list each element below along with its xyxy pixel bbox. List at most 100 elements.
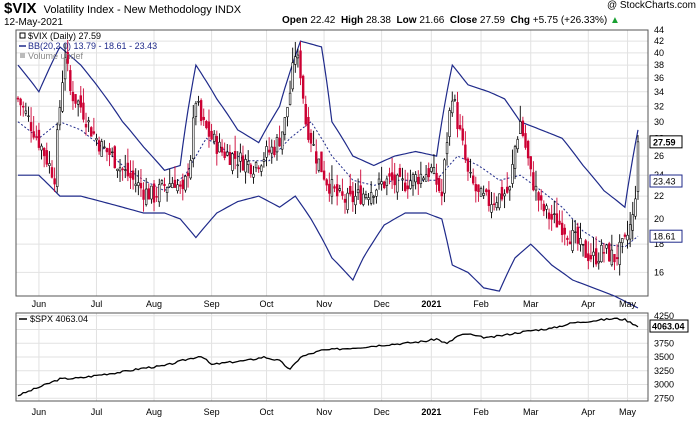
candle-body bbox=[356, 189, 360, 194]
candle-body bbox=[623, 234, 627, 237]
candle-body bbox=[299, 50, 302, 79]
candle-body bbox=[239, 152, 242, 162]
x-tick-label: 2021 bbox=[421, 407, 441, 417]
candle-body bbox=[594, 248, 598, 265]
candle-body bbox=[500, 186, 504, 200]
candle-body bbox=[419, 173, 423, 184]
candle-body bbox=[626, 234, 629, 241]
candle-body bbox=[24, 110, 28, 114]
candle-body bbox=[171, 183, 174, 189]
change-value: +5.75 (+26.33%) bbox=[532, 15, 608, 26]
candle-body bbox=[58, 107, 62, 126]
candle-body bbox=[294, 56, 297, 65]
y-tick-label: 2750 bbox=[654, 393, 674, 403]
candle-body bbox=[398, 167, 402, 177]
legend-label: $VIX (Daily) 27.59 bbox=[28, 31, 101, 41]
candle-body bbox=[226, 151, 229, 156]
candle-body bbox=[448, 110, 451, 137]
candle-body bbox=[367, 197, 370, 200]
candle-body bbox=[477, 184, 480, 192]
candle-body bbox=[29, 122, 33, 132]
x-tick-label: Aug bbox=[146, 299, 162, 309]
candle-body bbox=[330, 179, 334, 197]
candle-body bbox=[574, 231, 577, 233]
candle-body bbox=[555, 213, 559, 228]
bb-lower-line bbox=[18, 174, 639, 309]
candle-body bbox=[335, 184, 339, 197]
candle-body bbox=[610, 249, 614, 266]
candle-body bbox=[48, 163, 51, 166]
candle-body bbox=[505, 186, 509, 193]
candle-body bbox=[526, 140, 530, 159]
candle-body bbox=[165, 187, 169, 193]
candle-body bbox=[349, 185, 352, 195]
candle-body bbox=[19, 98, 22, 106]
candle-body bbox=[103, 146, 106, 148]
candle-body bbox=[587, 253, 590, 262]
candle-body bbox=[351, 190, 355, 203]
candle-body bbox=[69, 70, 72, 92]
candle-body bbox=[618, 241, 621, 265]
candle-body bbox=[443, 159, 446, 194]
candle-body bbox=[576, 226, 580, 244]
candle-body bbox=[307, 117, 310, 140]
candle-body bbox=[417, 176, 420, 185]
candle-body bbox=[142, 189, 145, 200]
candle-body bbox=[53, 178, 56, 185]
candle-body bbox=[414, 174, 417, 183]
candle-body bbox=[482, 193, 485, 196]
candle-body bbox=[205, 121, 208, 129]
legend-swatch bbox=[19, 32, 26, 39]
candle-body bbox=[50, 167, 54, 178]
y-tick-label: 26 bbox=[654, 151, 664, 161]
candle-body bbox=[474, 184, 478, 192]
candle-body bbox=[519, 121, 522, 134]
candle-body bbox=[218, 141, 221, 153]
candle-body bbox=[579, 237, 582, 245]
candle-body bbox=[359, 185, 362, 204]
candle-body bbox=[524, 133, 527, 148]
candle-body bbox=[213, 133, 216, 142]
x-tick-label: Aug bbox=[146, 407, 162, 417]
candle-body bbox=[634, 198, 637, 217]
candle-body bbox=[615, 257, 619, 260]
legend-swatch bbox=[20, 53, 25, 58]
candle-body bbox=[343, 198, 347, 203]
candle-body bbox=[566, 237, 569, 240]
candle-body bbox=[186, 172, 190, 177]
candle-body bbox=[437, 178, 441, 192]
y-tick-label: 36 bbox=[654, 73, 664, 83]
candle-body bbox=[275, 137, 279, 153]
x-tick-label: Mar bbox=[523, 407, 539, 417]
candle-body bbox=[346, 192, 349, 210]
candle-body bbox=[291, 62, 294, 90]
candle-body bbox=[362, 193, 365, 205]
quote-summary: Open 22.42 High 28.38 Low 21.66 Close 27… bbox=[282, 15, 620, 26]
candle-body bbox=[396, 174, 399, 193]
candle-body bbox=[453, 99, 457, 101]
candle-body bbox=[121, 168, 124, 171]
candle-body bbox=[545, 205, 548, 210]
candle-body bbox=[236, 164, 239, 167]
candle-body bbox=[249, 164, 253, 175]
candle-body bbox=[608, 243, 611, 262]
candle-body bbox=[328, 183, 331, 194]
candle-body bbox=[597, 260, 600, 264]
candle-body bbox=[498, 193, 501, 209]
candle-body bbox=[74, 94, 77, 104]
candle-body bbox=[35, 136, 38, 138]
vix-frame bbox=[15, 29, 649, 297]
candle-body bbox=[553, 213, 556, 215]
y-tick-label: 34 bbox=[654, 87, 664, 97]
candle-body bbox=[168, 183, 171, 187]
candle-body bbox=[440, 191, 443, 197]
candle-body bbox=[338, 188, 341, 191]
quote-date: 12-May-2021 bbox=[4, 17, 63, 28]
candle-body bbox=[375, 189, 378, 197]
candle-body bbox=[403, 182, 407, 192]
candle-body bbox=[66, 51, 69, 64]
y-tick-label: 22 bbox=[654, 191, 664, 201]
low-value: 21.66 bbox=[419, 15, 445, 26]
